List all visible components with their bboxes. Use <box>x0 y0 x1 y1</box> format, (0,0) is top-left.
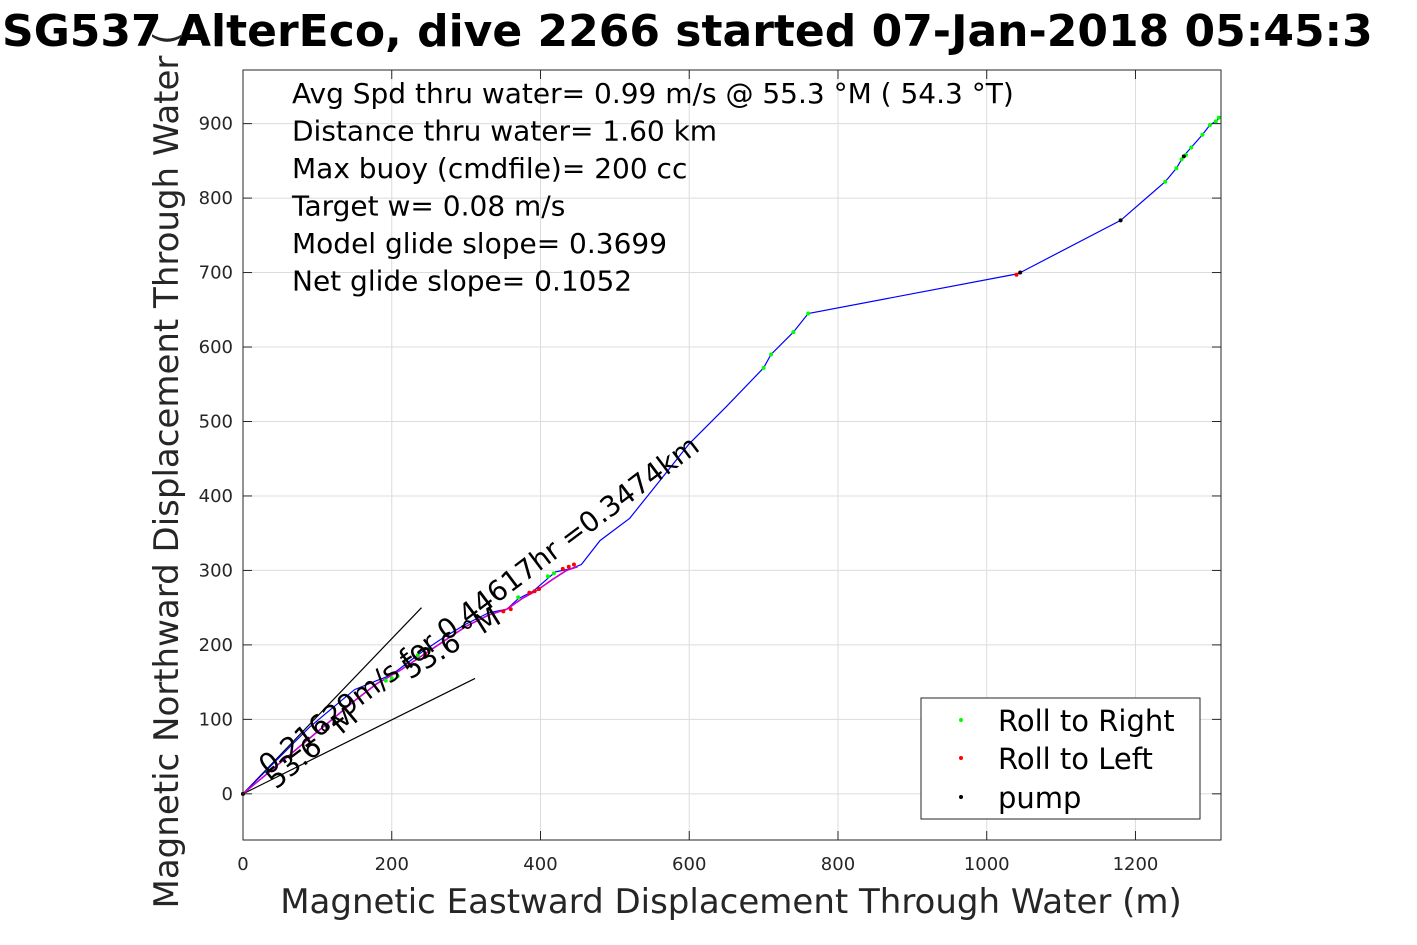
roll-right-point <box>791 330 796 335</box>
x-tick-label: 400 <box>523 854 557 875</box>
roll-left-point <box>527 590 532 595</box>
roll-right-point <box>426 647 431 652</box>
roll-left-point <box>508 607 513 612</box>
roll-left-point <box>532 589 537 594</box>
roll-left-point <box>566 564 571 569</box>
info-line: Target w= 0.08 m/s <box>291 190 565 223</box>
ticks: 0 200 400 600 800 1000 1200 0 100 200 300 400 500 600… <box>199 70 1221 875</box>
roll-right-point <box>516 595 521 600</box>
roll-right-point <box>769 352 774 357</box>
x-tick-label: 0 <box>237 854 248 875</box>
roll-right-point <box>1207 123 1212 128</box>
x-axis-label: Magnetic Eastward Displacement Through W… <box>280 882 1182 922</box>
plot-area: 0 200 400 600 800 1000 1200 0 100 200 300 400 500 600… <box>199 69 1222 875</box>
roll-right-point <box>806 311 811 316</box>
y-tick-label: 900 <box>199 114 233 135</box>
roll-right-point <box>761 365 766 370</box>
info-line: Avg Spd thru water= 0.99 m/s @ 55.3 °M (… <box>292 77 1014 110</box>
x-tick-label: 600 <box>672 854 706 875</box>
y-tick-label: 700 <box>199 263 233 284</box>
legend-roll-left-label: Roll to Left <box>998 742 1153 776</box>
roll-left-point <box>560 566 565 571</box>
roll-right-point <box>1213 119 1218 124</box>
y-tick-label: 800 <box>199 188 233 209</box>
grid <box>242 70 1221 840</box>
y-tick-label: 0 <box>222 784 233 805</box>
roll-right-point <box>1179 157 1184 162</box>
roll-right-point <box>389 676 394 681</box>
legend: Roll to Right Roll to Left pump <box>920 697 1201 820</box>
legend-pump-label: pump <box>998 781 1081 815</box>
info-line: Max buoy (cmdfile)= 200 cc <box>292 152 687 185</box>
legend-roll-right-marker <box>959 718 963 722</box>
heading-bracket-line <box>242 677 476 795</box>
plot-frame <box>242 69 1222 841</box>
info-text-block: Avg Spd thru water= 0.99 m/s @ 55.3 °M (… <box>291 77 1014 298</box>
roll-right-point <box>1200 132 1205 137</box>
pump-point <box>1018 270 1023 275</box>
legend-roll-left-marker <box>959 756 963 760</box>
roll-right-point <box>1189 145 1194 150</box>
x-tick-label: 1200 <box>1113 854 1159 875</box>
roll-left-point <box>571 562 576 567</box>
roll-left-point <box>537 587 542 592</box>
legend-roll-right-label: Roll to Right <box>998 704 1175 738</box>
markers <box>241 115 1221 796</box>
chart-title: SG537 AlterEco, dive 2266 started 07-Jan… <box>2 6 1373 57</box>
y-tick-label: 200 <box>199 635 233 656</box>
track-line <box>242 115 1222 795</box>
pump-point <box>1118 218 1123 223</box>
roll-left-point <box>1014 272 1019 277</box>
info-line: Distance thru water= 1.60 km <box>292 115 717 148</box>
x-tick-label: 200 <box>375 854 409 875</box>
legend-box <box>920 697 1201 820</box>
roll-right-point <box>395 674 400 679</box>
roll-right-point <box>415 653 420 658</box>
roll-right-point <box>1216 115 1221 120</box>
roll-right-point <box>1174 166 1179 171</box>
y-tick-label: 500 <box>199 411 233 432</box>
pump-point <box>1181 154 1186 159</box>
y-tick-label: 300 <box>199 560 233 581</box>
roll-right-point <box>1163 179 1168 184</box>
heading-bracket-line <box>242 607 422 795</box>
roll-right-point <box>383 678 388 683</box>
info-line: Net glide slope= 0.1052 <box>292 265 632 298</box>
y-tick-label: 100 <box>199 709 233 730</box>
info-line: Model glide slope= 0.3699 <box>292 227 667 260</box>
x-tick-label: 1000 <box>964 854 1010 875</box>
roll-left-point <box>501 609 506 614</box>
y-tick-label: 400 <box>199 486 233 507</box>
legend-pump-marker <box>959 795 963 799</box>
y-axis-label: Magnetic Northward Displacement Through … <box>147 32 187 909</box>
roll-left-point <box>423 651 428 656</box>
roll-right-point <box>545 574 550 579</box>
heading-bracket-lines <box>242 607 476 795</box>
x-tick-label: 800 <box>821 854 855 875</box>
roll-right-point <box>551 571 556 576</box>
y-tick-label: 600 <box>199 337 233 358</box>
